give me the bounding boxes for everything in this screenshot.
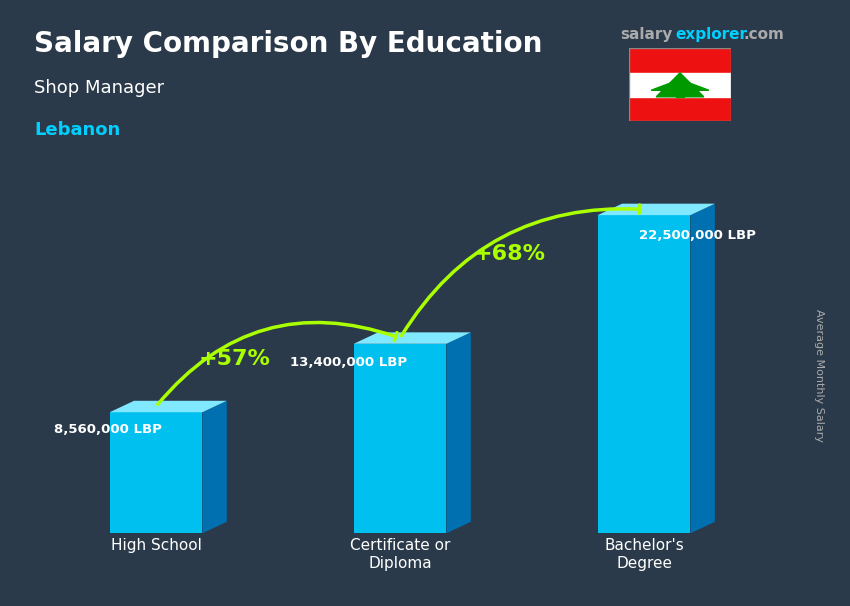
Polygon shape — [110, 401, 227, 412]
Bar — [629, 97, 731, 121]
Polygon shape — [354, 344, 446, 533]
Bar — [676, 90, 684, 97]
Polygon shape — [690, 204, 715, 533]
Text: .com: .com — [744, 27, 785, 42]
Text: Shop Manager: Shop Manager — [34, 79, 164, 97]
Bar — [629, 48, 731, 73]
Polygon shape — [446, 332, 471, 533]
Bar — [629, 73, 731, 97]
Text: Salary Comparison By Education: Salary Comparison By Education — [34, 30, 542, 58]
Polygon shape — [651, 79, 709, 90]
Polygon shape — [202, 401, 227, 533]
Text: 22,500,000 LBP: 22,500,000 LBP — [639, 229, 756, 242]
Text: salary: salary — [620, 27, 673, 42]
Polygon shape — [598, 215, 690, 533]
Text: 13,400,000 LBP: 13,400,000 LBP — [290, 356, 407, 370]
Text: +57%: +57% — [198, 348, 270, 368]
Text: +68%: +68% — [473, 244, 546, 264]
Text: explorer: explorer — [676, 27, 748, 42]
Polygon shape — [110, 412, 202, 533]
Text: Lebanon: Lebanon — [34, 121, 120, 139]
Text: Average Monthly Salary: Average Monthly Salary — [814, 309, 824, 442]
Polygon shape — [598, 204, 715, 215]
Polygon shape — [656, 73, 704, 97]
Polygon shape — [354, 332, 471, 344]
Text: 8,560,000 LBP: 8,560,000 LBP — [54, 424, 162, 436]
